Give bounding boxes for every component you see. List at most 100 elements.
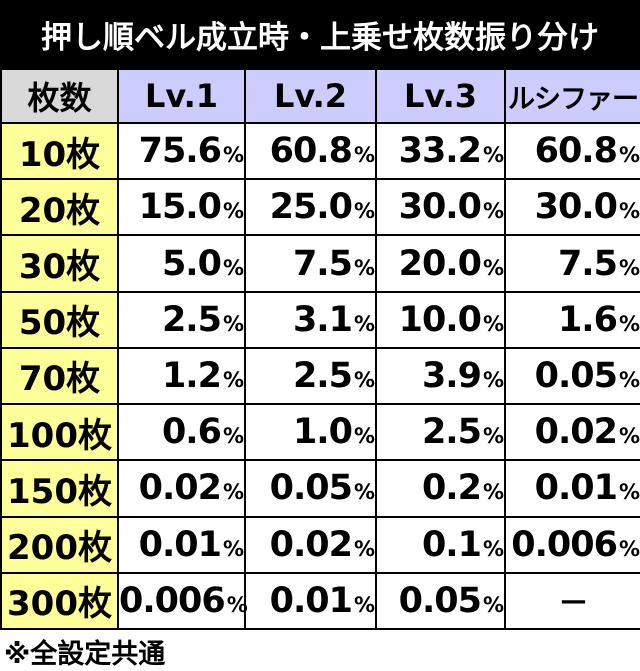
cell-value: 0.2 — [421, 468, 482, 509]
cell-lv3: 10.0% — [375, 290, 506, 349]
cell-value: 3.1 — [292, 299, 353, 340]
cell-value: 0.6 — [161, 412, 222, 453]
row-label: 150枚 — [0, 459, 119, 518]
cell-value: 0.05 — [269, 468, 353, 509]
row-label: 30枚 — [0, 234, 119, 293]
header-lv1: Lv.1 — [117, 68, 246, 124]
table-row: 70枚 1.2% 2.5% 3.9% 0.05% — [0, 346, 640, 406]
row-label: 20枚 — [0, 178, 119, 237]
cell-lv3: 2.5% — [375, 403, 506, 462]
cell-lv2: 1.0% — [244, 403, 377, 462]
cell-value: 20.0 — [398, 243, 482, 284]
cell-value: 60.8 — [269, 131, 353, 172]
footnote: ※全設定共通 — [4, 639, 166, 670]
table-header-row: 枚数 Lv.1 Lv.2 Lv.3 ルシファー — [0, 68, 640, 124]
row-label: 300枚 — [0, 571, 119, 631]
cell-lv3: 0.05% — [375, 571, 506, 631]
table-row: 300枚 0.006% 0.01% 0.05% — — [0, 571, 640, 631]
cell-lv1: 0.01% — [117, 515, 246, 574]
cell-value: 5.0 — [161, 243, 222, 284]
cell-lucifer: 7.5% — [504, 234, 640, 293]
cell-value: 0.01 — [534, 468, 618, 509]
cell-lv3: 0.2% — [375, 459, 506, 518]
cell-value: 2.5 — [421, 412, 482, 453]
cell-lv1: 0.02% — [117, 459, 246, 518]
cell-lv1: 0.6% — [117, 403, 246, 462]
header-count: 枚数 — [0, 68, 119, 124]
cell-value: 0.02 — [138, 468, 222, 509]
percent-unit: % — [222, 480, 244, 505]
cell-lucifer: 0.006% — [504, 515, 640, 574]
header-lv3: Lv.3 — [375, 68, 506, 124]
cell-value: 0.1 — [421, 524, 482, 565]
cell-value: 75.6 — [138, 131, 222, 172]
percent-unit: % — [353, 143, 375, 168]
percent-unit: % — [482, 255, 504, 280]
cell-lv2: 0.05% — [244, 459, 377, 518]
cell-lucifer: 60.8% — [504, 121, 640, 181]
cell-lv2: 25.0% — [244, 178, 377, 237]
percent-unit: % — [482, 424, 504, 449]
cell-lv2: 60.8% — [244, 121, 377, 181]
percent-unit: % — [226, 592, 248, 617]
percent-unit: % — [482, 536, 504, 561]
cell-lv3: 33.2% — [375, 121, 506, 181]
percent-unit: % — [482, 199, 504, 224]
cell-value: 60.8 — [534, 131, 618, 172]
cell-value: 7.5 — [557, 243, 618, 284]
cell-value: 1.2 — [161, 355, 222, 396]
percent-unit: % — [618, 424, 640, 449]
table-row: 20枚 15.0% 25.0% 30.0% 30.0% — [0, 178, 640, 237]
percent-unit: % — [353, 592, 375, 617]
cell-lv2: 0.01% — [244, 571, 377, 631]
percent-unit: % — [482, 480, 504, 505]
row-label: 70枚 — [0, 346, 119, 406]
cell-value: 0.05 — [398, 580, 482, 621]
percent-unit: % — [482, 143, 504, 168]
row-label: 50枚 — [0, 290, 119, 349]
table-row: 200枚 0.01% 0.02% 0.1% 0.006% — [0, 515, 640, 574]
percent-unit: % — [618, 311, 640, 336]
cell-lv1: 1.2% — [117, 346, 246, 406]
cell-lucifer: 30.0% — [504, 178, 640, 237]
cell-lucifer: 0.01% — [504, 459, 640, 518]
cell-value: 0.02 — [269, 524, 353, 565]
page-title: 押し順ベル成立時・上乗せ枚数振り分け — [0, 0, 640, 68]
percent-unit: % — [618, 480, 640, 505]
percent-unit: % — [222, 255, 244, 280]
percent-unit: % — [353, 255, 375, 280]
percent-unit: % — [222, 424, 244, 449]
percent-unit: % — [353, 311, 375, 336]
header-lv2: Lv.2 — [244, 68, 377, 124]
row-label: 10枚 — [0, 121, 119, 181]
cell-lv1: 75.6% — [117, 121, 246, 181]
cell-lv2: 0.02% — [244, 515, 377, 574]
cell-lv2: 2.5% — [244, 346, 377, 406]
cell-lv3: 20.0% — [375, 234, 506, 293]
cell-value: 33.2 — [398, 131, 482, 172]
cell-lv3: 3.9% — [375, 346, 506, 406]
percent-unit: % — [618, 199, 640, 224]
cell-lv3: 0.1% — [375, 515, 506, 574]
percent-unit: % — [222, 536, 244, 561]
percent-unit: % — [222, 199, 244, 224]
cell-value: 0.01 — [269, 580, 353, 621]
percent-unit: % — [618, 536, 640, 561]
table-row: 100枚 0.6% 1.0% 2.5% 0.02% — [0, 403, 640, 462]
cell-lv1: 5.0% — [117, 234, 246, 293]
cell-lv2: 3.1% — [244, 290, 377, 349]
cell-lucifer: — — [504, 571, 640, 631]
cell-value: 30.0 — [398, 187, 482, 228]
cell-value: 30.0 — [534, 187, 618, 228]
table-row: 30枚 5.0% 7.5% 20.0% 7.5% — [0, 234, 640, 293]
cell-value: 25.0 — [269, 187, 353, 228]
percent-unit: % — [222, 367, 244, 392]
cell-value: 15.0 — [138, 187, 222, 228]
row-label: 100枚 — [0, 403, 119, 462]
cell-value: 3.9 — [421, 355, 482, 396]
cell-value: 1.0 — [292, 412, 353, 453]
percent-unit: % — [353, 480, 375, 505]
cell-value: 0.006 — [511, 524, 618, 565]
cell-lv1: 2.5% — [117, 290, 246, 349]
cell-lv1: 15.0% — [117, 178, 246, 237]
